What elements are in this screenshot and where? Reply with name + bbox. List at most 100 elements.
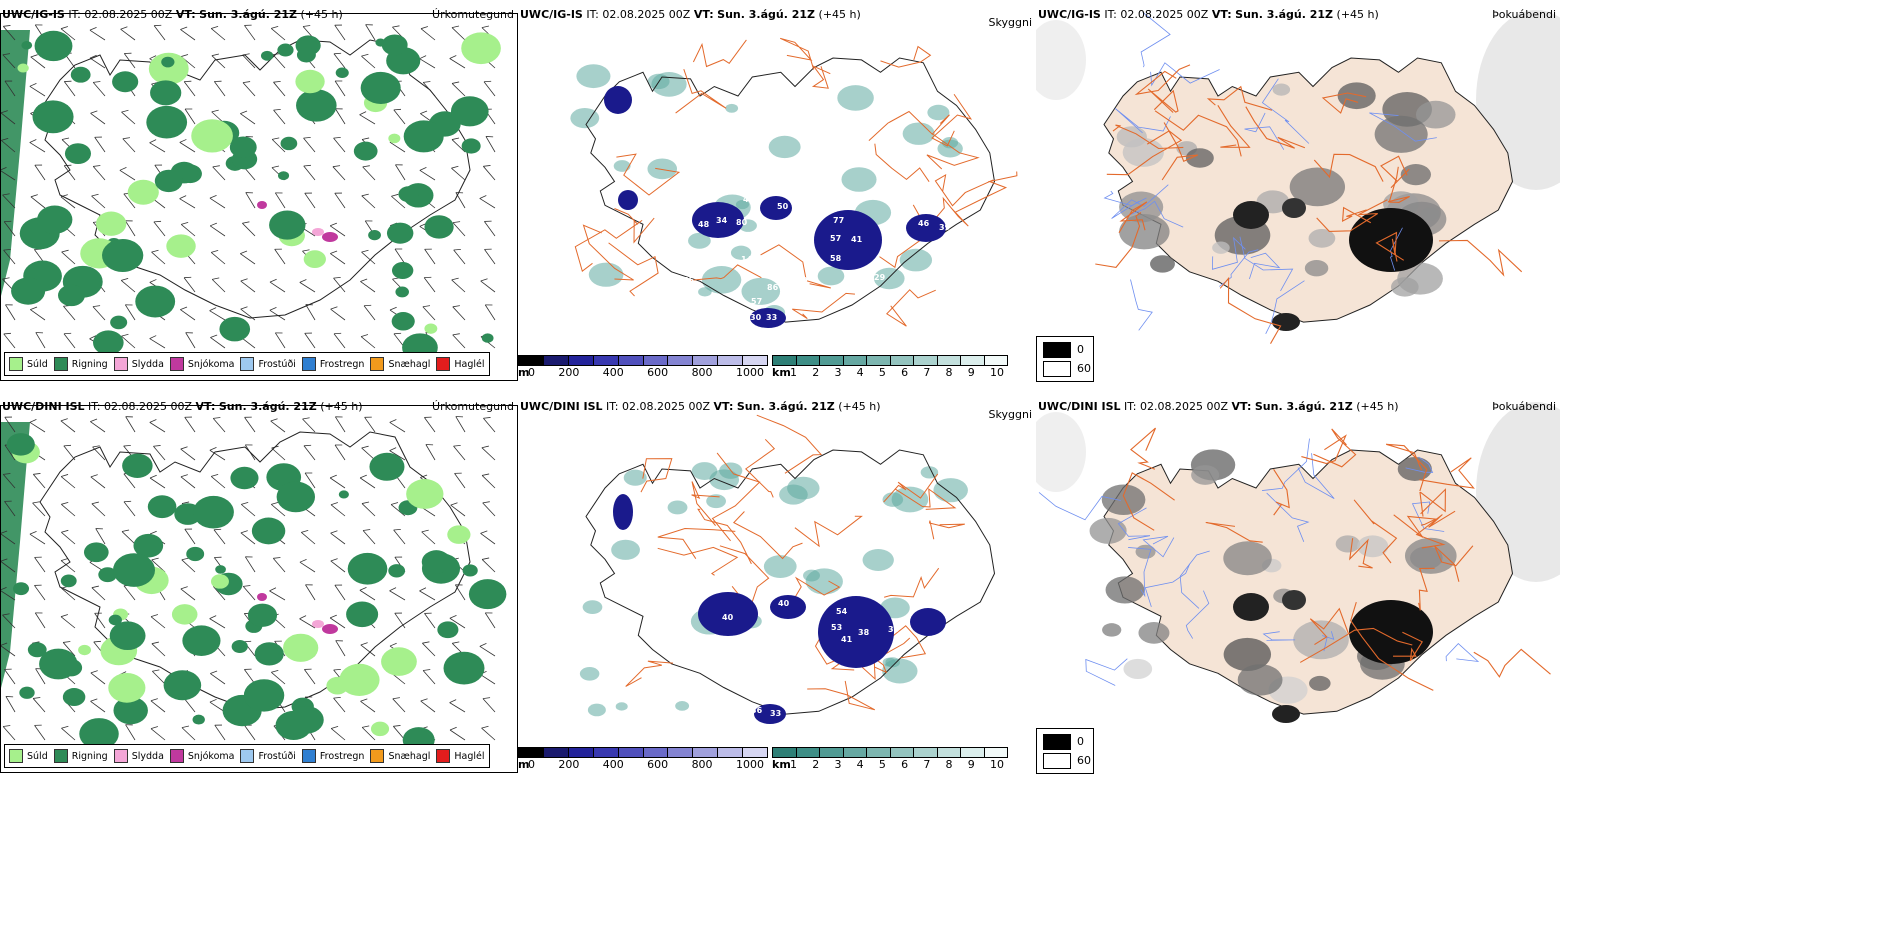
river <box>1405 456 1434 473</box>
wind-barb <box>60 614 76 629</box>
wind-barb <box>212 165 226 181</box>
fog-cell <box>1212 241 1230 254</box>
wind-barb <box>360 334 376 349</box>
colorbar-tick: 4 <box>856 366 864 379</box>
road <box>1217 104 1251 148</box>
precip-cell <box>192 714 205 725</box>
precip-map-row1 <box>0 14 516 378</box>
precip-cell <box>391 312 415 331</box>
road <box>1134 64 1191 96</box>
river <box>1144 563 1191 608</box>
fog-cell <box>1337 82 1376 110</box>
wind-barb <box>92 165 106 181</box>
wind-barb <box>120 26 136 41</box>
precip-cell <box>391 261 414 280</box>
precip-cell <box>338 490 349 499</box>
road <box>640 458 673 493</box>
wind-barb <box>480 278 496 293</box>
wind-barb <box>61 249 76 265</box>
colorbar-tick: 9 <box>967 366 975 379</box>
fog-legend: 0 60 <box>1036 728 1094 774</box>
legend-item: Súld <box>9 749 48 763</box>
precip-cell <box>326 676 349 695</box>
wind-barb <box>302 417 316 433</box>
visibility-cell <box>675 701 690 711</box>
wind-barb <box>211 53 226 69</box>
legend-label: Rigning <box>71 358 108 370</box>
colorbar-tick: 0 <box>528 758 535 771</box>
fog-cell <box>1233 201 1269 229</box>
coastline <box>585 57 996 323</box>
precip-cell <box>133 533 164 558</box>
fog-cell <box>1105 576 1145 604</box>
wind-barb <box>1 137 16 153</box>
wind-barb <box>360 278 376 293</box>
precip-type-panel-row1: UWC/IG-IS IT: 02.08.2025 00Z VT: Sun. 3.… <box>0 0 518 382</box>
legend-item: Haglél <box>436 749 485 763</box>
precip-cell <box>146 105 188 139</box>
road <box>675 69 727 114</box>
river <box>1239 236 1294 292</box>
visibility-value: 33 <box>766 313 777 322</box>
wind-barb <box>213 528 226 545</box>
wind-barb <box>304 332 316 349</box>
visibility-cell <box>647 158 678 180</box>
wind-barb <box>269 587 286 601</box>
colorbar-tick: 9 <box>967 758 975 771</box>
wind-barb <box>364 416 376 433</box>
fog-cell <box>1397 262 1443 295</box>
visibility-value: 75 <box>664 672 676 681</box>
fog-cell <box>1237 664 1283 696</box>
wind-barb <box>180 446 196 461</box>
visibility-cell <box>873 267 905 290</box>
wind-barb <box>63 164 76 181</box>
legend-item: Frostúði <box>240 357 296 371</box>
road <box>756 414 823 474</box>
legend-label: Frostúði <box>258 358 296 370</box>
road <box>1419 457 1475 489</box>
visibility-value: 29 <box>874 273 886 282</box>
precip-cell <box>229 136 257 158</box>
wind-barb <box>2 613 16 629</box>
fog-cell <box>1191 465 1220 485</box>
road <box>1219 276 1282 344</box>
wind-barb <box>273 81 286 97</box>
visibility-value: 242 <box>741 647 758 656</box>
colorbar-tick: 2 <box>812 758 820 771</box>
precip-cell <box>278 171 290 181</box>
legend-swatch <box>240 357 255 371</box>
wind-barb <box>153 445 166 461</box>
wind-barb <box>210 26 226 41</box>
river <box>1211 236 1246 270</box>
wind-barb <box>34 556 46 573</box>
legend-label: Snjókoma <box>187 750 235 762</box>
colorbar-tick: 800 <box>691 758 713 771</box>
rain-band <box>0 30 30 300</box>
river <box>1179 550 1210 609</box>
precip-cell <box>462 564 478 577</box>
precip-cell <box>171 604 198 625</box>
wind-barb <box>95 528 106 545</box>
fog-cell <box>1272 83 1291 96</box>
wind-barb <box>330 726 346 741</box>
road <box>732 511 803 560</box>
visibility-value: 57 <box>752 690 763 699</box>
road <box>807 680 876 711</box>
wind-barb <box>455 416 466 433</box>
colorbar-tick: 1 <box>790 758 797 771</box>
wind-barb <box>484 220 496 237</box>
wind-barb <box>269 307 286 321</box>
river <box>1142 535 1175 558</box>
wind-barb <box>449 615 466 629</box>
road <box>697 508 752 565</box>
legend-label: Snæhagl <box>388 750 431 762</box>
wind-barb <box>394 248 406 265</box>
cloudbase-colorbar: m 0 200 400 600 800 1000 <box>518 747 768 771</box>
road <box>1301 434 1347 465</box>
precip-cell <box>346 601 379 628</box>
legend-label: Rigning <box>71 750 108 762</box>
visibility-cell <box>741 277 781 305</box>
fog-map-row2 <box>1036 402 1560 723</box>
precip-cell <box>386 222 414 244</box>
wind-barb <box>304 472 316 489</box>
